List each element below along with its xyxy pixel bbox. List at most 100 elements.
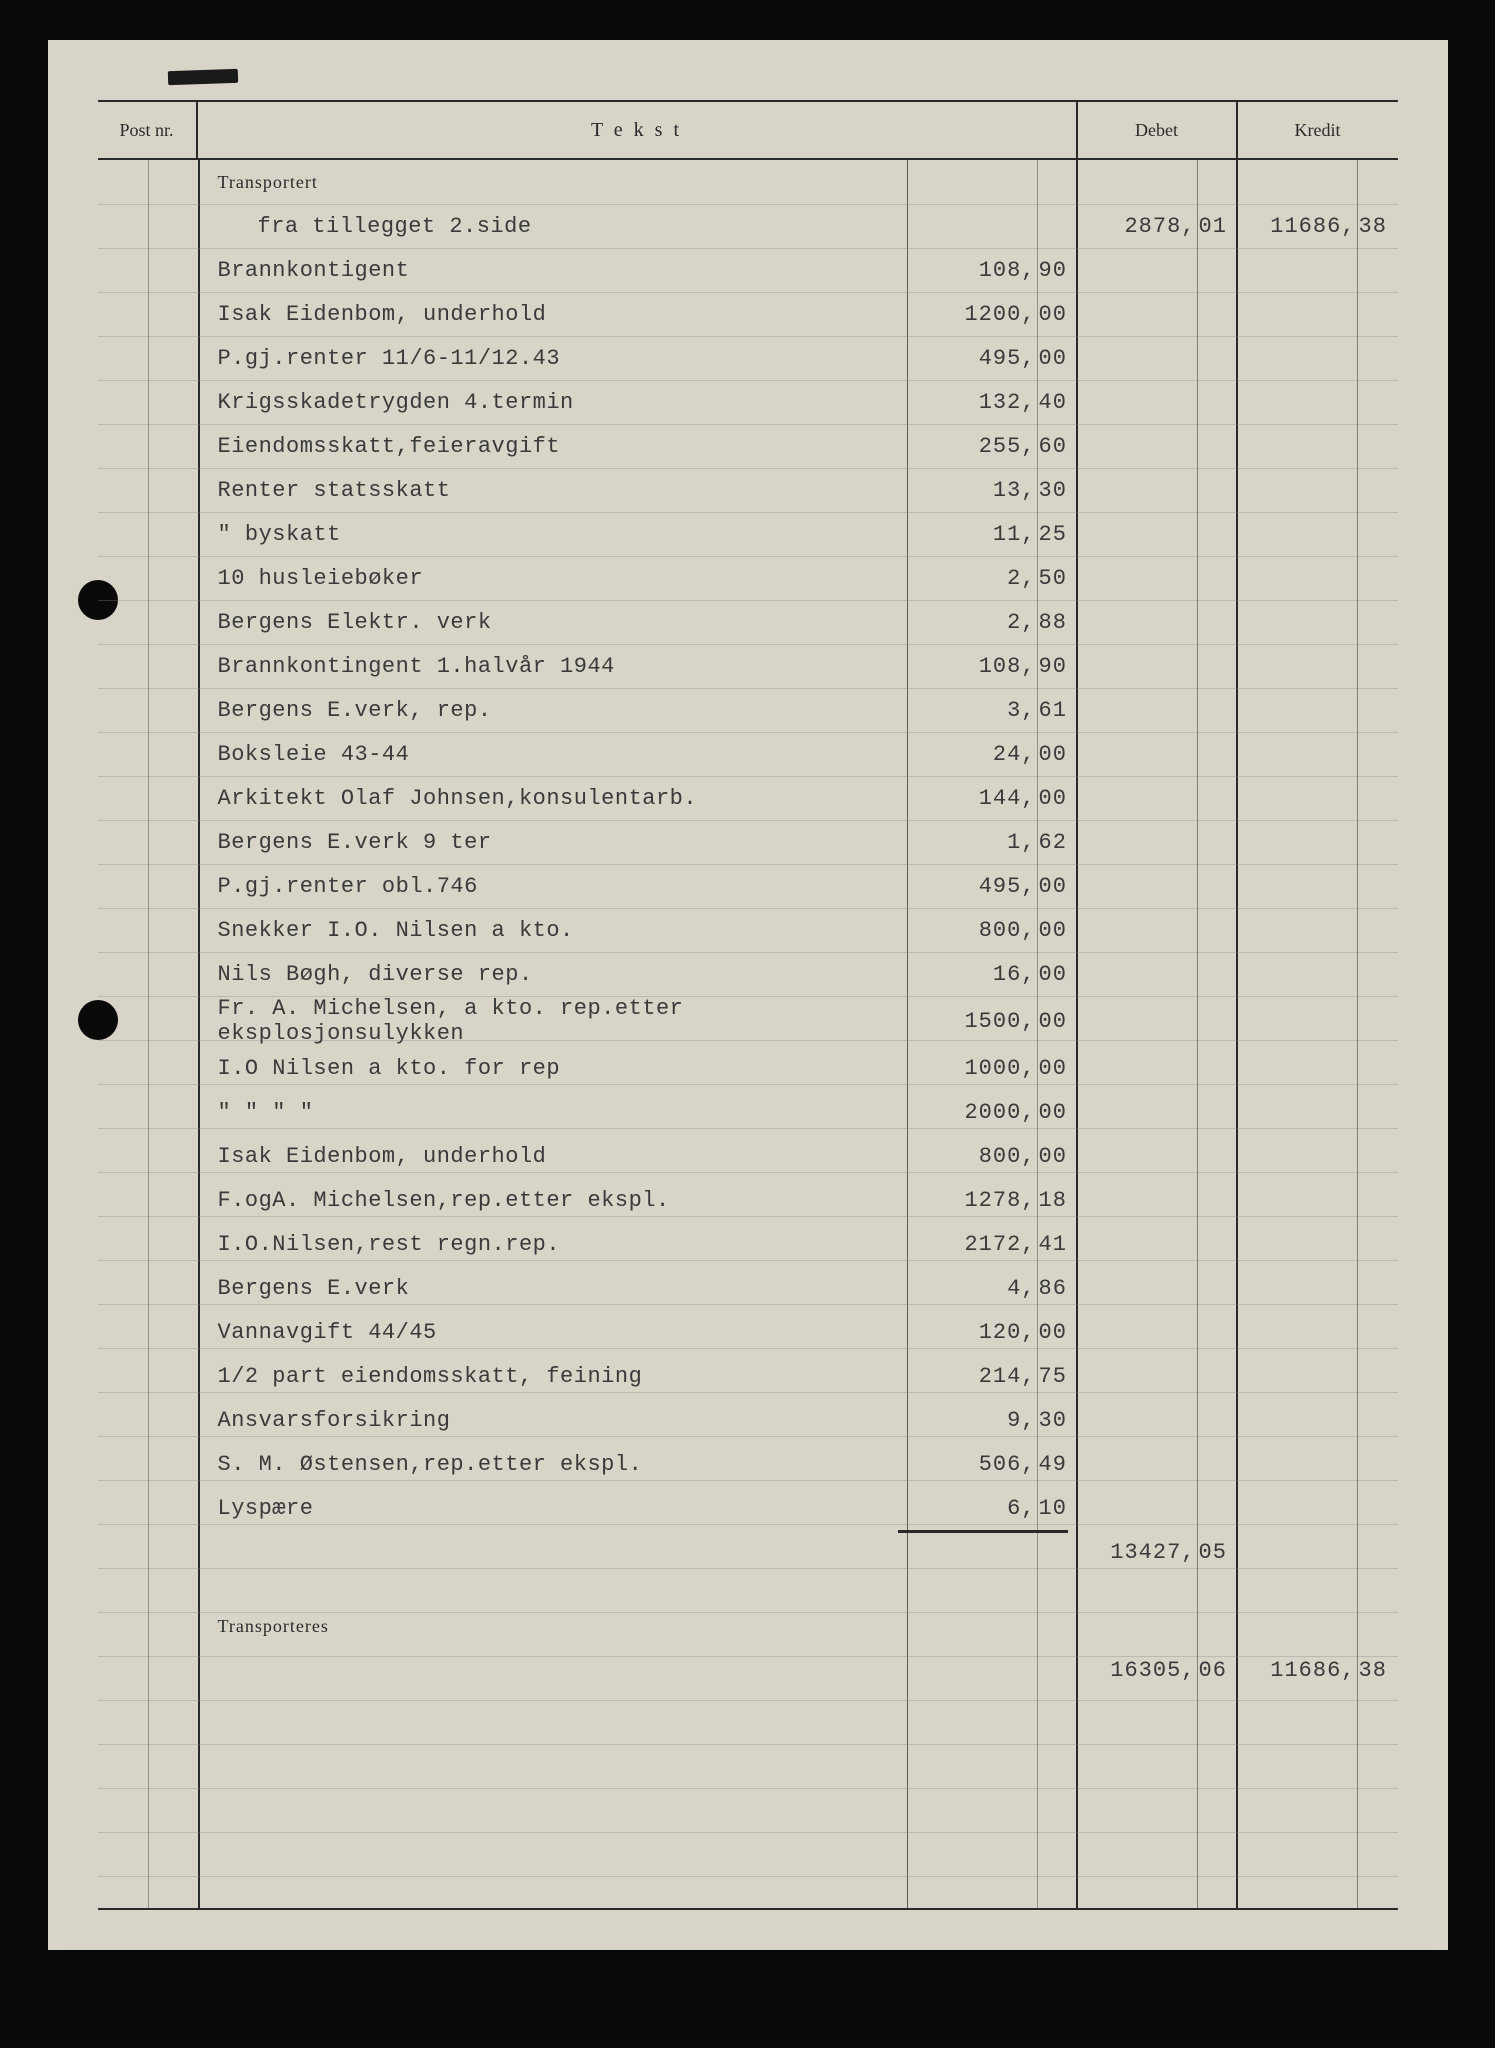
transportert-label: Transportert xyxy=(198,172,908,193)
opening-row: fra tillegget 2.side 2878,01 11686,38 xyxy=(98,204,1398,248)
line-item: Krigsskadetrygden 4.termin132,40 xyxy=(98,380,1398,424)
line-amount: 3,61 xyxy=(908,698,1078,723)
opening-kredit: 11686,38 xyxy=(1238,214,1398,239)
staple-mark xyxy=(167,69,237,85)
line-amount: 9,30 xyxy=(908,1408,1078,1433)
line-item: 10 husleiebøker2,50 xyxy=(98,556,1398,600)
line-amount: 108,90 xyxy=(908,258,1078,283)
table-body: Transportert fra tillegget 2.side 2878,0… xyxy=(98,160,1398,1910)
line-desc: Boksleie 43-44 xyxy=(198,742,908,767)
line-item: P.gj.renter 11/6-11/12.43495,00 xyxy=(98,336,1398,380)
opening-debet: 2878,01 xyxy=(1078,214,1238,239)
line-amount: 800,00 xyxy=(908,918,1078,943)
line-desc: P.gj.renter obl.746 xyxy=(198,874,908,899)
line-amount: 506,49 xyxy=(908,1452,1078,1477)
line-desc: " byskatt xyxy=(198,522,908,547)
line-item: Isak Eidenbom, underhold800,00 xyxy=(98,1134,1398,1178)
table-header: Post nr. T e k s t Debet Kredit xyxy=(98,100,1398,160)
line-amount: 495,00 xyxy=(908,346,1078,371)
line-desc: Snekker I.O. Nilsen a kto. xyxy=(198,918,908,943)
line-desc: Vannavgift 44/45 xyxy=(198,1320,908,1345)
line-desc: Lyspære xyxy=(198,1496,908,1521)
header-post: Post nr. xyxy=(98,102,198,158)
line-amount: 1000,00 xyxy=(908,1056,1078,1081)
line-amount: 800,00 xyxy=(908,1144,1078,1169)
line-desc: Brannkontingent 1.halvår 1944 xyxy=(198,654,908,679)
transport-in-row: Transportert xyxy=(98,160,1398,204)
line-desc: Isak Eidenbom, underhold xyxy=(198,1144,908,1169)
line-amount: 24,00 xyxy=(908,742,1078,767)
line-desc: Fr. A. Michelsen, a kto. rep.etter ekspl… xyxy=(198,996,908,1046)
line-item: Renter statsskatt13,30 xyxy=(98,468,1398,512)
line-item: Brannkontingent 1.halvår 1944108,90 xyxy=(98,644,1398,688)
subtotal-row: 13427,05 xyxy=(98,1530,1398,1574)
line-item: Brannkontigent108,90 xyxy=(98,248,1398,292)
spacer-row xyxy=(98,1574,1398,1604)
line-item: Arkitekt Olaf Johnsen,konsulentarb.144,0… xyxy=(98,776,1398,820)
line-desc: S. M. Østensen,rep.etter ekspl. xyxy=(198,1452,908,1477)
line-items: Brannkontigent108,90Isak Eidenbom, under… xyxy=(98,248,1398,1530)
header-kredit: Kredit xyxy=(1238,102,1398,158)
line-amount: 214,75 xyxy=(908,1364,1078,1389)
line-amount: 1,62 xyxy=(908,830,1078,855)
line-desc: Bergens E.verk 9 ter xyxy=(198,830,908,855)
line-amount: 120,00 xyxy=(908,1320,1078,1345)
line-amount: 1200,00 xyxy=(908,302,1078,327)
line-desc: Krigsskadetrygden 4.termin xyxy=(198,390,908,415)
line-item: Bergens E.verk 9 ter1,62 xyxy=(98,820,1398,864)
line-amount: 1278,18 xyxy=(908,1188,1078,1213)
line-item: Boksleie 43-4424,00 xyxy=(98,732,1398,776)
line-amount: 255,60 xyxy=(908,434,1078,459)
line-item: I.O.Nilsen,rest regn.rep.2172,41 xyxy=(98,1222,1398,1266)
line-amount: 144,00 xyxy=(908,786,1078,811)
line-amount: 4,86 xyxy=(908,1276,1078,1301)
line-item: P.gj.renter obl.746495,00 xyxy=(98,864,1398,908)
line-item: Snekker I.O. Nilsen a kto.800,00 xyxy=(98,908,1398,952)
line-desc: Isak Eidenbom, underhold xyxy=(198,302,908,327)
line-amount: 2000,00 xyxy=(908,1100,1078,1125)
line-desc: Ansvarsforsikring xyxy=(198,1408,908,1433)
line-desc: Arkitekt Olaf Johnsen,konsulentarb. xyxy=(198,786,908,811)
line-item: Isak Eidenbom, underhold1200,00 xyxy=(98,292,1398,336)
line-item: F.ogA. Michelsen,rep.etter ekspl.1278,18 xyxy=(98,1178,1398,1222)
line-item: Fr. A. Michelsen, a kto. rep.etter ekspl… xyxy=(98,996,1398,1046)
line-desc: I.O Nilsen a kto. for rep xyxy=(198,1056,908,1081)
header-debet: Debet xyxy=(1078,102,1238,158)
line-desc: Bergens Elektr. verk xyxy=(198,610,908,635)
ledger-table: Post nr. T e k s t Debet Kredit Transpor… xyxy=(98,100,1398,1910)
line-item: Nils Bøgh, diverse rep.16,00 xyxy=(98,952,1398,996)
ledger-page: Post nr. T e k s t Debet Kredit Transpor… xyxy=(48,40,1448,1950)
line-amount: 132,40 xyxy=(908,390,1078,415)
line-desc: Brannkontigent xyxy=(198,258,908,283)
subtotal-debet: 13427,05 xyxy=(1078,1540,1238,1565)
line-amount: 2172,41 xyxy=(908,1232,1078,1257)
line-item: " " " "2000,00 xyxy=(98,1090,1398,1134)
line-item: Bergens E.verk, rep.3,61 xyxy=(98,688,1398,732)
opening-desc: fra tillegget 2.side xyxy=(198,214,908,239)
line-desc: 1/2 part eiendomsskatt, feining xyxy=(198,1364,908,1389)
line-amount: 6,10 xyxy=(908,1496,1078,1521)
line-desc: Bergens E.verk xyxy=(198,1276,908,1301)
totals-row: 16305,06 11686,38 xyxy=(98,1648,1398,1692)
line-amount: 2,88 xyxy=(908,610,1078,635)
line-amount: 11,25 xyxy=(908,522,1078,547)
line-amount: 13,30 xyxy=(908,478,1078,503)
line-item: Bergens E.verk4,86 xyxy=(98,1266,1398,1310)
line-amount: 16,00 xyxy=(908,962,1078,987)
header-tekst: T e k s t xyxy=(198,102,1078,158)
line-desc: " " " " xyxy=(198,1100,908,1125)
line-item: Ansvarsforsikring9,30 xyxy=(98,1398,1398,1442)
line-desc: Nils Bøgh, diverse rep. xyxy=(198,962,908,987)
total-debet: 16305,06 xyxy=(1078,1658,1238,1683)
line-amount: 495,00 xyxy=(908,874,1078,899)
line-desc: Renter statsskatt xyxy=(198,478,908,503)
line-desc: Bergens E.verk, rep. xyxy=(198,698,908,723)
line-amount: 2,50 xyxy=(908,566,1078,591)
line-desc: F.ogA. Michelsen,rep.etter ekspl. xyxy=(198,1188,908,1213)
line-item: Bergens Elektr. verk2,88 xyxy=(98,600,1398,644)
line-desc: I.O.Nilsen,rest regn.rep. xyxy=(198,1232,908,1257)
line-item: 1/2 part eiendomsskatt, feining214,75 xyxy=(98,1354,1398,1398)
line-desc: Eiendomsskatt,feieravgift xyxy=(198,434,908,459)
total-kredit: 11686,38 xyxy=(1238,1658,1398,1683)
line-item: Eiendomsskatt,feieravgift255,60 xyxy=(98,424,1398,468)
